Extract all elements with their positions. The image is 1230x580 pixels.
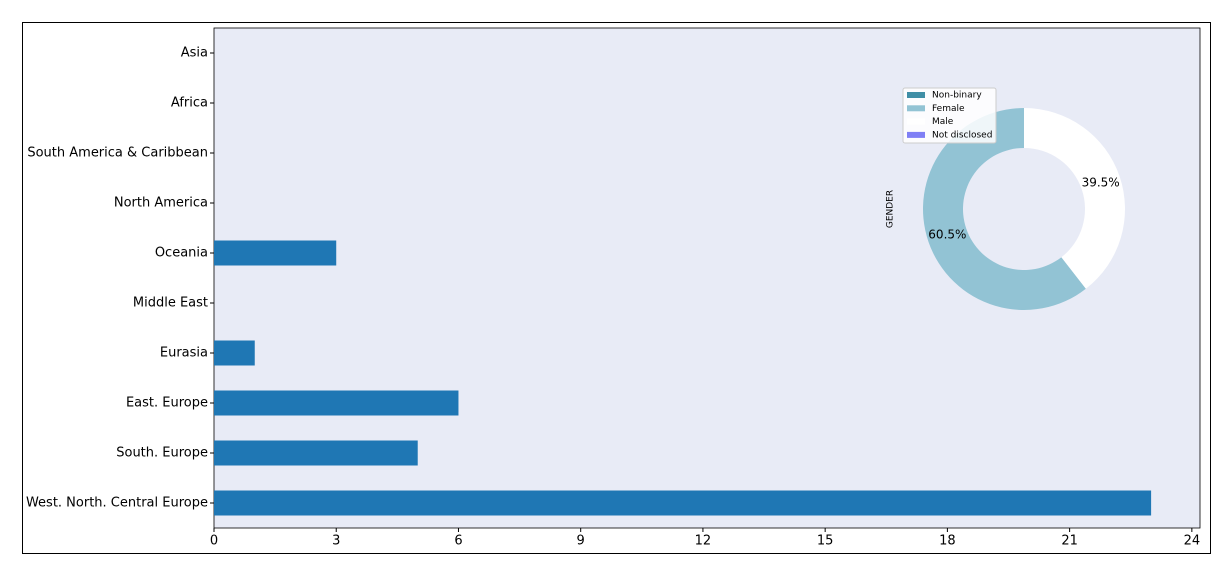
y-tick-label: Middle East bbox=[133, 296, 208, 311]
x-tick-label: 6 bbox=[454, 534, 462, 549]
bar bbox=[214, 490, 1152, 516]
y-tick-label: Oceania bbox=[155, 246, 208, 261]
x-tick-label: 12 bbox=[695, 534, 712, 549]
x-tick-label: 24 bbox=[1184, 534, 1201, 549]
legend-label: Male bbox=[932, 117, 954, 127]
x-tick-label: 21 bbox=[1061, 534, 1078, 549]
y-tick-label: West. North. Central Europe bbox=[26, 496, 208, 511]
x-tick-label: 15 bbox=[817, 534, 834, 549]
legend-label: Female bbox=[932, 104, 965, 114]
x-tick-label: 0 bbox=[210, 534, 218, 549]
donut-wedge bbox=[922, 108, 1086, 311]
legend-label: Non-binary bbox=[932, 91, 982, 101]
y-tick-label: South. Europe bbox=[116, 446, 208, 461]
y-tick-label: Eurasia bbox=[160, 346, 208, 361]
donut-wedge bbox=[1024, 108, 1125, 289]
y-tick-label: East. Europe bbox=[126, 396, 208, 411]
y-tick-label: North America bbox=[114, 196, 208, 211]
wedge-label: 39.5% bbox=[1082, 175, 1120, 189]
legend-swatch bbox=[907, 118, 925, 125]
legend-swatch bbox=[907, 105, 925, 112]
y-tick-label: Asia bbox=[181, 46, 208, 61]
x-tick-label: 9 bbox=[577, 534, 585, 549]
legend-swatch bbox=[907, 92, 925, 98]
legend-swatch bbox=[907, 131, 925, 138]
y-tick-label: Africa bbox=[171, 96, 208, 111]
bar bbox=[214, 440, 418, 466]
bar bbox=[214, 340, 255, 366]
bar bbox=[214, 240, 337, 266]
legend-box bbox=[902, 87, 997, 144]
y-axis-label: GENDER bbox=[886, 190, 896, 228]
legend-label: Not disclosed bbox=[932, 130, 992, 140]
y-tick-label: South America & Caribbean bbox=[27, 146, 208, 161]
x-tick-label: 3 bbox=[332, 534, 340, 549]
x-tick-label: 18 bbox=[939, 534, 956, 549]
wedge-label: 60.5% bbox=[928, 228, 966, 242]
bar bbox=[214, 390, 459, 416]
